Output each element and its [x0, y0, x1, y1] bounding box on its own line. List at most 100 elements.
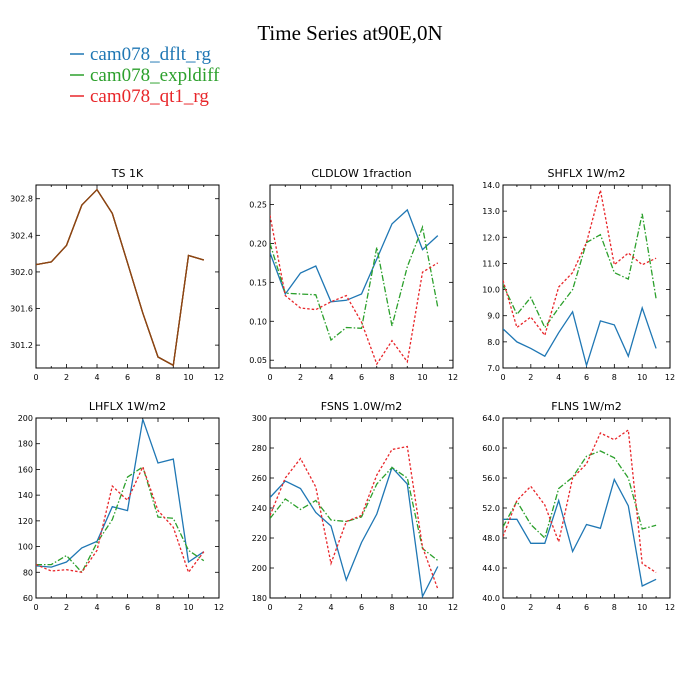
y-tick-label: 56.0 — [482, 474, 500, 483]
x-tick-label: 4 — [328, 603, 333, 612]
x-tick-label: 6 — [584, 603, 589, 612]
series-line-cam078_dflt_rg — [36, 188, 204, 367]
plot-frame — [502, 184, 671, 369]
x-tick-label: 6 — [584, 373, 589, 382]
y-tick-label: 180 — [18, 440, 33, 449]
series-line-cam078_dflt_rg — [270, 208, 439, 303]
series-line-cam078_dflt_rg — [503, 477, 657, 587]
panel-title: TS 1K — [111, 167, 144, 180]
x-tick-label: 6 — [125, 373, 130, 382]
x-tick-label: 12 — [665, 373, 675, 382]
series-line-cam078_qt1_rg — [503, 190, 657, 337]
panel-2: SHFLX 1W/m2 0 2 4 6 8 10 12 7.0 8.0 9.0 10.0 11.0 12.… — [482, 167, 675, 382]
x-tick-label: 0 — [500, 373, 505, 382]
y-tick-label: 160 — [18, 465, 33, 474]
x-tick-label: 8 — [612, 373, 617, 382]
panel-3: LHFLX 1W/m2 0 2 4 6 8 10 12 60 80 100 120 140 160 180 2… — [18, 400, 224, 612]
panel-title: LHFLX 1W/m2 — [89, 400, 166, 413]
series-line-cam078_expldiff — [503, 213, 657, 329]
series-line-cam078_expldiff — [503, 450, 657, 540]
figure-title: Time Series at90E,0N — [257, 21, 442, 45]
y-tick-label: 140 — [18, 491, 33, 500]
y-tick-label: 11.0 — [482, 259, 500, 268]
legend-label-cam078_expldiff: cam078_expldiff — [90, 65, 220, 86]
x-tick-label: 0 — [33, 603, 38, 612]
legend-label-cam078_dflt_rg: cam078_dflt_rg — [90, 44, 212, 65]
series-line-cam078_qt1_rg — [36, 465, 205, 574]
series-line-cam078_dflt_rg — [270, 466, 439, 598]
y-tick-label: 80 — [23, 568, 33, 577]
y-tick-label: 220 — [252, 534, 267, 543]
y-tick-label: 0.20 — [249, 239, 267, 248]
x-tick-label: 8 — [155, 373, 160, 382]
y-tick-label: 240 — [252, 504, 267, 513]
y-tick-label: 302.8 — [10, 195, 33, 204]
plot-frame — [502, 417, 671, 599]
y-tick-label: 64.0 — [482, 414, 500, 423]
x-tick-label: 8 — [612, 603, 617, 612]
series-line-cam078_qt1_rg — [270, 215, 439, 366]
y-tick-label: 301.2 — [10, 341, 33, 350]
series-line-cam078_qt1_rg — [270, 445, 439, 590]
legend: cam078_dflt_rgcam078_expldiffcam078_qt1_… — [70, 44, 220, 107]
y-tick-label: 0.15 — [249, 278, 267, 287]
y-tick-label: 0.10 — [249, 317, 267, 326]
x-tick-label: 10 — [417, 373, 427, 382]
x-tick-label: 2 — [528, 603, 533, 612]
y-tick-label: 180 — [252, 594, 267, 603]
y-tick-label: 13.0 — [482, 207, 500, 216]
x-tick-label: 2 — [64, 373, 69, 382]
y-tick-label: 9.0 — [487, 312, 500, 321]
y-tick-label: 301.6 — [10, 305, 33, 314]
x-tick-label: 4 — [94, 373, 99, 382]
panel-0: TS 1K 0 2 4 6 8 10 12 301.2 301.6 302.0 302.4 302.8 — [10, 167, 224, 382]
y-tick-label: 60 — [23, 594, 33, 603]
series-line-cam078_dflt_rg — [503, 305, 657, 368]
y-tick-label: 44.0 — [482, 564, 500, 573]
x-tick-label: 6 — [359, 373, 364, 382]
panel-title: CLDLOW 1fraction — [311, 167, 411, 180]
y-tick-label: 120 — [18, 517, 33, 526]
panel-title: FSNS 1.0W/m2 — [321, 400, 403, 413]
series-line-cam078_expldiff — [270, 224, 439, 342]
series-line-cam078_expldiff — [36, 465, 205, 574]
x-tick-label: 4 — [94, 603, 99, 612]
legend-label-cam078_qt1_rg: cam078_qt1_rg — [90, 86, 209, 107]
x-tick-label: 10 — [417, 603, 427, 612]
y-tick-label: 302.0 — [10, 268, 33, 277]
x-tick-label: 2 — [64, 603, 69, 612]
y-tick-label: 10.0 — [482, 286, 500, 295]
panel-5: FLNS 1W/m2 0 2 4 6 8 10 12 40.0 44.0 48.0 52.0 56.0 6… — [482, 400, 675, 612]
y-tick-label: 8.0 — [487, 338, 500, 347]
x-tick-label: 10 — [637, 373, 647, 382]
series-line-cam078_qt1_rg — [503, 428, 657, 574]
x-tick-label: 0 — [267, 373, 272, 382]
x-tick-label: 2 — [298, 373, 303, 382]
x-tick-label: 6 — [359, 603, 364, 612]
x-tick-label: 6 — [125, 603, 130, 612]
series-line-cam078_expldiff — [270, 466, 439, 562]
y-tick-label: 0.05 — [249, 356, 267, 365]
x-tick-label: 8 — [155, 603, 160, 612]
x-tick-label: 10 — [183, 603, 193, 612]
x-tick-label: 0 — [33, 373, 38, 382]
x-tick-label: 12 — [448, 603, 458, 612]
panel-title: FLNS 1W/m2 — [551, 400, 621, 413]
x-tick-label: 10 — [637, 603, 647, 612]
y-tick-label: 52.0 — [482, 504, 500, 513]
x-tick-label: 12 — [214, 603, 224, 612]
y-tick-label: 200 — [18, 414, 33, 423]
x-tick-label: 12 — [214, 373, 224, 382]
x-tick-label: 0 — [267, 603, 272, 612]
x-tick-label: 4 — [556, 373, 561, 382]
panel-4: FSNS 1.0W/m2 0 2 4 6 8 10 12 180 200 220 240 260 280 3… — [252, 400, 458, 612]
x-tick-label: 12 — [665, 603, 675, 612]
x-tick-label: 4 — [556, 603, 561, 612]
y-tick-label: 260 — [252, 474, 267, 483]
y-tick-label: 302.4 — [10, 231, 33, 240]
x-tick-label: 8 — [389, 603, 394, 612]
y-tick-label: 7.0 — [487, 364, 500, 373]
x-tick-label: 2 — [298, 603, 303, 612]
panel-1: CLDLOW 1fraction 0 2 4 6 8 10 12 0.05 0.10 0.15 0.2… — [249, 167, 458, 382]
x-tick-label: 4 — [328, 373, 333, 382]
